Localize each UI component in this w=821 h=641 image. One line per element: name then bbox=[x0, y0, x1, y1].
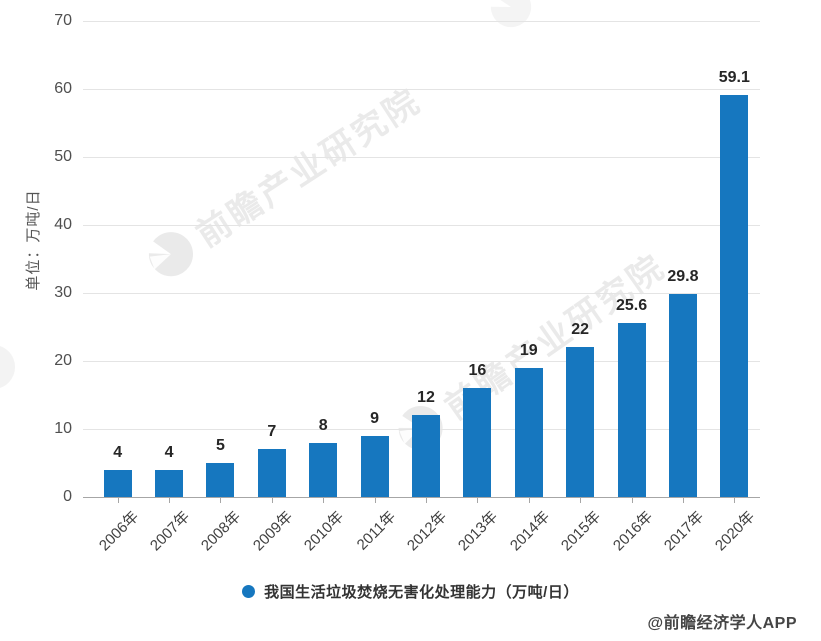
y-tick-label: 10 bbox=[54, 420, 72, 437]
bar-2007年 bbox=[155, 469, 184, 497]
bar-value-label: 7 bbox=[267, 423, 277, 441]
y-tick-label: 20 bbox=[54, 352, 72, 369]
bar-value-label: 29.8 bbox=[667, 268, 699, 286]
x-axis-tick bbox=[271, 497, 273, 503]
gridline bbox=[83, 361, 760, 362]
bar-value-label: 59.1 bbox=[718, 69, 750, 87]
x-axis-tick bbox=[169, 497, 171, 503]
legend-label: 我国生活垃圾焚烧无害化处理能力（万吨/日） bbox=[264, 584, 579, 601]
y-tick-label: 30 bbox=[54, 284, 72, 301]
bar-2015年 bbox=[566, 347, 595, 497]
bar-2017年 bbox=[668, 294, 697, 497]
bar-2008年 bbox=[206, 463, 235, 497]
bar-value-label: 22 bbox=[571, 321, 590, 339]
x-axis-tick bbox=[631, 497, 633, 503]
bar-2010年 bbox=[309, 442, 338, 497]
gridline bbox=[83, 21, 760, 22]
legend: 我国生活垃圾焚烧无害化处理能力（万吨/日） bbox=[0, 581, 821, 602]
bar-2014年 bbox=[514, 367, 543, 497]
bar-2012年 bbox=[412, 415, 440, 497]
bar-value-label: 12 bbox=[417, 389, 435, 407]
x-axis-tick bbox=[580, 497, 582, 503]
x-axis-line bbox=[83, 497, 760, 498]
gridline bbox=[83, 89, 760, 90]
y-tick-label: 60 bbox=[54, 80, 72, 97]
bar-value-label: 5 bbox=[216, 437, 225, 454]
y-tick-label: 70 bbox=[54, 12, 72, 29]
y-tick-label: 40 bbox=[54, 216, 72, 233]
x-axis-tick bbox=[477, 497, 479, 503]
x-axis-tick bbox=[426, 497, 427, 503]
attribution: @前瞻经济学人APP bbox=[647, 615, 797, 632]
x-axis-tick bbox=[734, 497, 736, 503]
gridline bbox=[83, 225, 760, 226]
legend-circle-marker-icon bbox=[242, 585, 256, 598]
bar-2011年 bbox=[360, 435, 389, 497]
bar-value-label: 19 bbox=[519, 341, 538, 359]
bar-value-label: 4 bbox=[164, 443, 174, 461]
y-tick-label: 50 bbox=[54, 148, 72, 165]
gridline bbox=[83, 293, 760, 294]
bar-value-label: 8 bbox=[318, 416, 328, 434]
y-tick-label: 0 bbox=[63, 488, 72, 505]
x-axis-tick bbox=[374, 497, 376, 503]
bar-value-label: 9 bbox=[370, 409, 380, 427]
x-axis-tick bbox=[682, 497, 684, 503]
x-axis-tick bbox=[528, 497, 530, 503]
bar-value-label: 4 bbox=[113, 443, 123, 461]
bar-value-label: 16 bbox=[468, 362, 487, 380]
bar-2006年 bbox=[103, 469, 132, 497]
bar-2016年 bbox=[617, 322, 646, 497]
x-axis-tick bbox=[323, 497, 325, 503]
x-axis-tick bbox=[220, 497, 222, 503]
bar-2013年 bbox=[463, 388, 492, 497]
bar-2009年 bbox=[257, 449, 286, 497]
gridline bbox=[83, 157, 760, 158]
bar-value-label: 25.6 bbox=[615, 296, 648, 314]
x-axis-tick bbox=[117, 497, 119, 503]
bar-2020年 bbox=[720, 95, 749, 497]
